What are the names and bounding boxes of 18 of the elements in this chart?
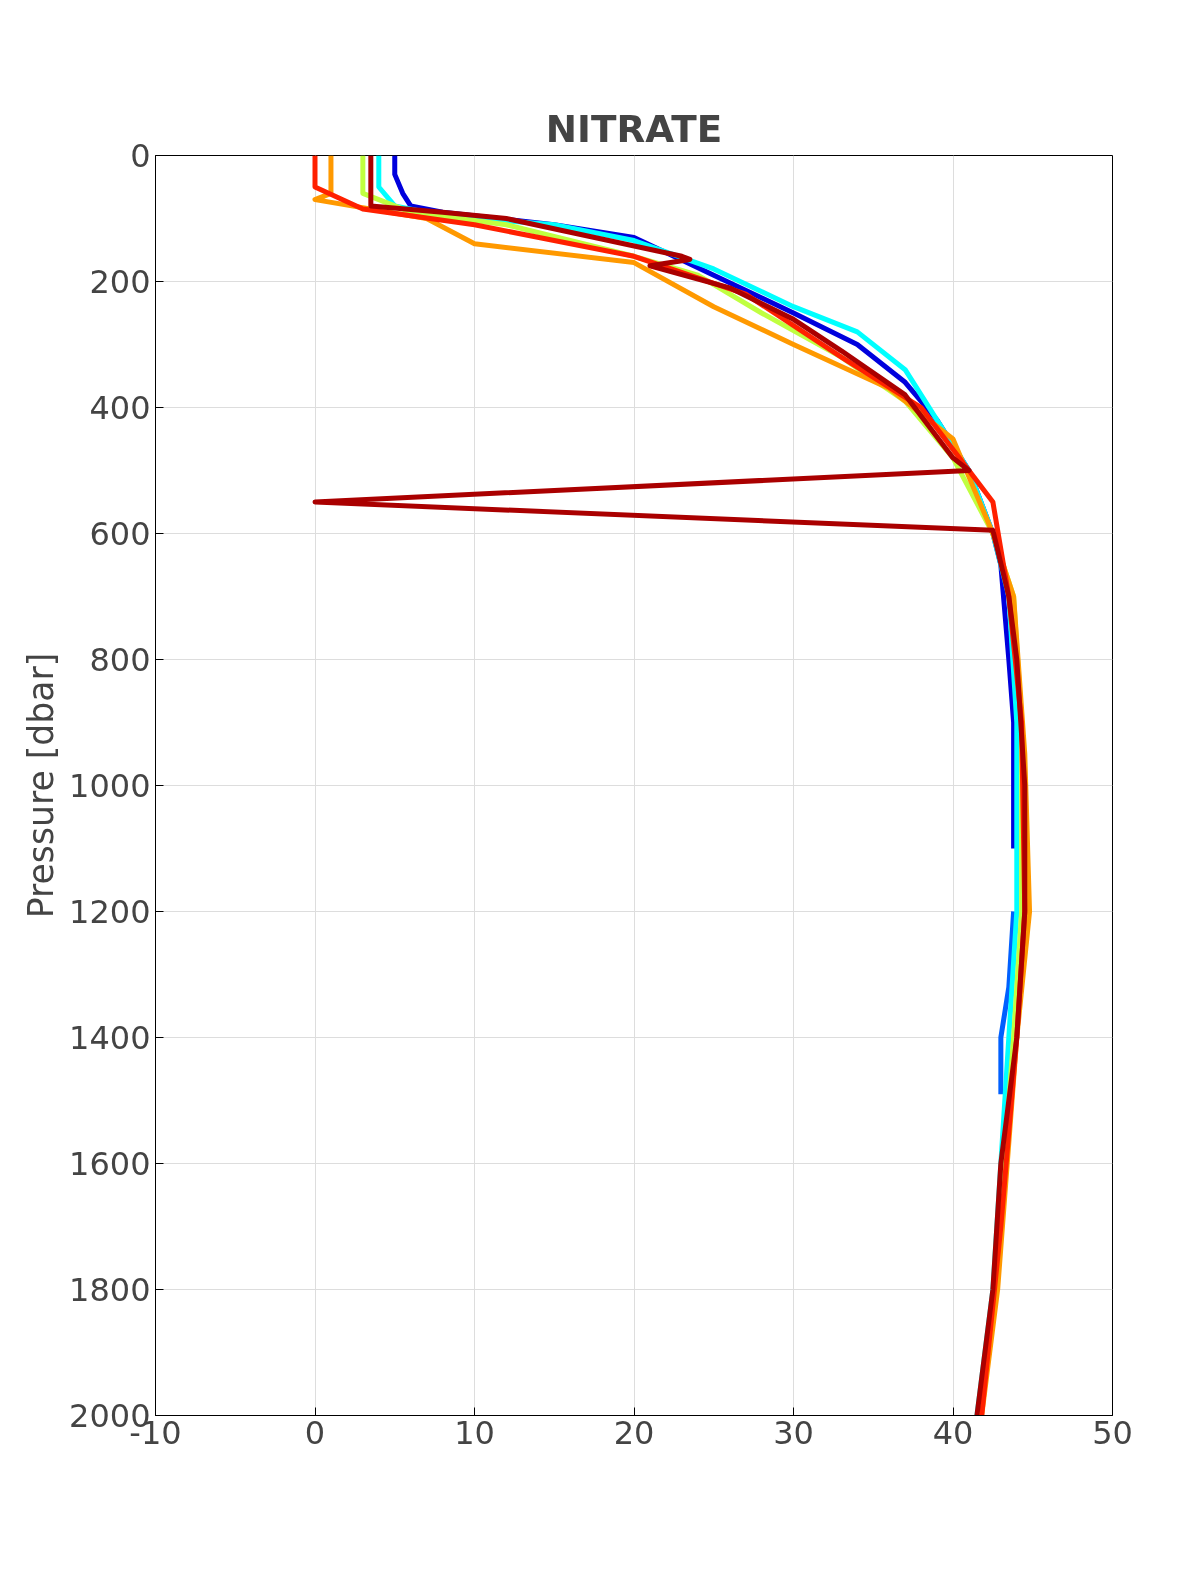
y-tick-label: 600 xyxy=(89,515,151,553)
y-tick-label: 0 xyxy=(130,137,151,175)
x-tick-label: 0 xyxy=(304,1413,326,1452)
y-tick-label: 800 xyxy=(89,641,151,679)
y-tick-label: 1200 xyxy=(69,893,151,931)
y-tick-label: 1600 xyxy=(69,1145,151,1183)
y-tick-label: 400 xyxy=(89,389,151,427)
chart-title: NITRATE xyxy=(545,106,723,151)
y-tick-label: 1400 xyxy=(69,1019,151,1057)
x-tick-label: 50 xyxy=(1092,1413,1133,1452)
x-tick-label: 20 xyxy=(613,1413,655,1452)
y-tick-label: 1800 xyxy=(69,1271,151,1309)
x-tick-label: 10 xyxy=(454,1413,495,1452)
x-tick-label: 40 xyxy=(932,1413,974,1452)
y-tick-label: 1000 xyxy=(69,767,151,805)
y-tick-label: 200 xyxy=(89,263,151,301)
x-tick-label: 30 xyxy=(773,1413,814,1452)
y-axis-title: Pressure [dbar] xyxy=(21,652,62,919)
